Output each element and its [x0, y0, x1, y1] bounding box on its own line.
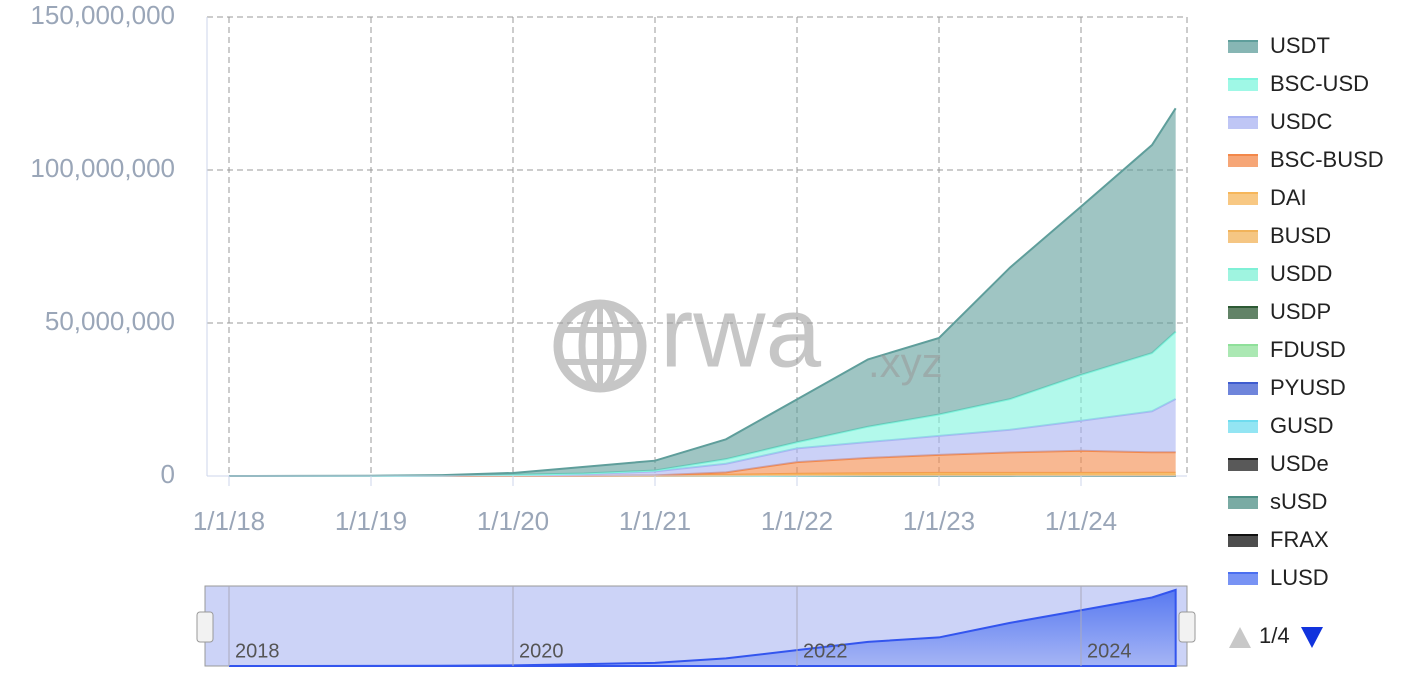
legend-swatch: [1228, 497, 1258, 509]
y-tick-label: 100,000,000: [30, 153, 175, 183]
legend-label[interactable]: USDT: [1270, 33, 1330, 58]
y-tick-label: 50,000,000: [45, 306, 175, 336]
legend-swatch: [1228, 535, 1258, 547]
legend-swatch: [1228, 345, 1258, 357]
watermark: rwa .xyz: [553, 276, 943, 393]
area: [229, 399, 1176, 476]
x-tick-label: 1/1/22: [761, 506, 833, 536]
navigator-handle[interactable]: [1178, 611, 1196, 643]
legend-label[interactable]: LUSD: [1270, 565, 1329, 590]
legend-label[interactable]: FRAX: [1270, 527, 1329, 552]
legend-label[interactable]: USDD: [1270, 261, 1332, 286]
area-line: [228, 107, 1177, 477]
area: [229, 108, 1176, 476]
legend-swatch: [1228, 41, 1258, 53]
legend-label[interactable]: USDC: [1270, 109, 1332, 134]
legend-swatch: [1228, 231, 1258, 243]
legend-label[interactable]: PYUSD: [1270, 375, 1346, 400]
x-tick-label: 1/1/19: [335, 506, 407, 536]
legend-swatch: [1228, 459, 1258, 471]
legend-swatch: [1228, 193, 1258, 205]
legend-swatch: [1228, 79, 1258, 91]
legend-label[interactable]: BUSD: [1270, 223, 1331, 248]
legend-label[interactable]: sUSD: [1270, 489, 1327, 514]
navigator-label: 2024: [1087, 640, 1132, 662]
x-tick-label: 1/1/24: [1045, 506, 1117, 536]
x-tick-label: 1/1/21: [619, 506, 691, 536]
legend-swatch: [1228, 573, 1258, 585]
watermark-main: rwa: [660, 276, 822, 388]
legend-label[interactable]: USDP: [1270, 299, 1331, 324]
legend-label[interactable]: BSC-USD: [1270, 71, 1369, 96]
legend-next[interactable]: [1301, 627, 1323, 648]
legend-swatch: [1228, 269, 1258, 281]
legend-label[interactable]: USDe: [1270, 451, 1329, 476]
legend-swatch: [1228, 383, 1258, 395]
legend-swatch: [1228, 307, 1258, 319]
area: [229, 450, 1176, 476]
navigator: 2018 2020 2022 2024: [196, 585, 1196, 667]
legend-swatch: [1228, 155, 1258, 167]
legend-label[interactable]: BSC-BUSD: [1270, 147, 1384, 172]
y-tick-label: 0: [161, 459, 175, 489]
navigator-label: 2022: [803, 640, 848, 662]
navigator-label: 2020: [519, 640, 564, 662]
legend-page: 1/4: [1259, 623, 1290, 648]
x-tick-label: 1/1/23: [903, 506, 975, 536]
legend-prev[interactable]: [1229, 627, 1251, 648]
y-tick-label: 150,000,000: [30, 0, 175, 30]
navigator-label: 2018: [235, 640, 280, 662]
legend-label[interactable]: GUSD: [1270, 413, 1334, 438]
legend-label[interactable]: FDUSD: [1270, 337, 1346, 362]
legend-swatch: [1228, 117, 1258, 129]
legend-label[interactable]: DAI: [1270, 185, 1307, 210]
x-tick-label: 1/1/20: [477, 506, 549, 536]
legend-swatch: [1228, 421, 1258, 433]
watermark-suffix: .xyz: [868, 339, 943, 386]
x-tick-label: 1/1/18: [193, 506, 265, 536]
navigator-handle[interactable]: [196, 611, 214, 643]
